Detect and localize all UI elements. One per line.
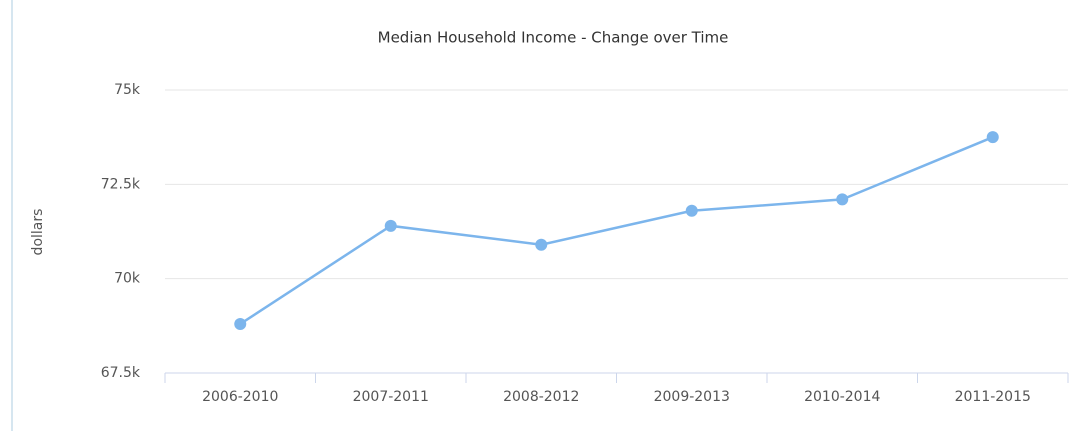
x-tick-label: 2006-2010 bbox=[202, 389, 278, 405]
data-point bbox=[234, 317, 247, 330]
data-point bbox=[384, 219, 397, 232]
y-tick-label: 70k bbox=[114, 271, 141, 287]
chart-title: Median Household Income - Change over Ti… bbox=[378, 29, 729, 47]
x-tick-label: 2009-2013 bbox=[654, 389, 730, 405]
y-axis-label: dollars bbox=[30, 209, 46, 256]
x-tick-label: 2010-2014 bbox=[804, 389, 880, 405]
x-tick-label: 2008-2012 bbox=[503, 389, 579, 405]
x-tick-label: 2011-2015 bbox=[955, 389, 1031, 405]
data-point bbox=[685, 204, 698, 217]
series-line bbox=[239, 136, 994, 325]
y-tick-label: 75k bbox=[114, 82, 141, 98]
y-tick-label: 67.5k bbox=[101, 365, 141, 381]
data-point bbox=[535, 238, 548, 251]
data-point bbox=[986, 131, 999, 144]
y-tick-label: 72.5k bbox=[101, 176, 141, 192]
x-tick-label: 2007-2011 bbox=[353, 389, 429, 405]
data-point bbox=[836, 193, 849, 206]
